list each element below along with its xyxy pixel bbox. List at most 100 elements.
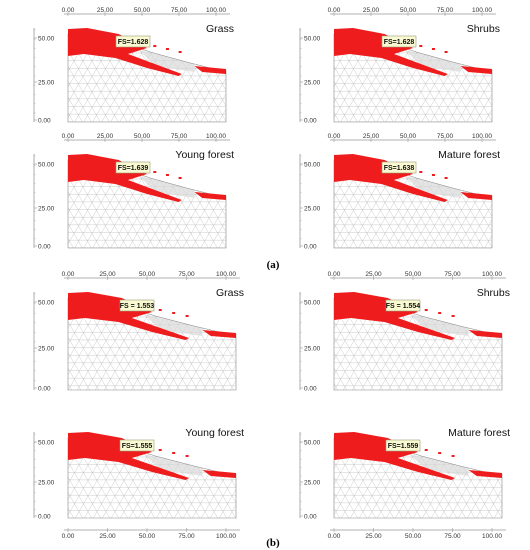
mesh-line (16, 434, 65, 518)
mesh-line (237, 294, 293, 390)
mesh-line (237, 434, 286, 518)
fs-value: FS = 1.554 (386, 303, 421, 310)
mesh-line (68, 438, 71, 518)
mesh-line (0, 156, 29, 248)
mesh-line (0, 156, 10, 248)
slope-panel-a-shrubs: 0.00 25.00 50.00 75.00 100.00 50.00 25.00 0.00 F… (223, 7, 530, 125)
x-tick-label: 50.00 (405, 533, 422, 540)
mesh-line (241, 156, 294, 248)
dense-mesh-zone (139, 50, 195, 72)
mesh-line (0, 294, 52, 390)
fs-label-box (115, 35, 151, 48)
mesh-line (278, 156, 331, 248)
mesh-line (264, 434, 313, 518)
dense-mesh-zone (139, 176, 195, 198)
panel-title: Mature forest (448, 427, 510, 439)
failure-zone (334, 432, 455, 480)
x-tick-label: 25.00 (97, 133, 114, 140)
failure-speck (424, 309, 428, 311)
mesh-line (273, 156, 326, 248)
x-tick-label: 0.00 (62, 271, 75, 278)
failure-zone (68, 154, 182, 202)
mesh-line (0, 156, 47, 248)
y-tick-label: 50.00 (304, 162, 321, 169)
x-tick-label: 100.00 (206, 133, 226, 140)
mesh-line (263, 156, 316, 248)
mesh-line (237, 156, 290, 248)
mesh-line (239, 294, 295, 390)
x-tick-label: 75.00 (444, 271, 461, 278)
failure-zone-toe (460, 192, 492, 200)
panel-title: Young forest (185, 427, 244, 439)
x-tick-label: 75.00 (437, 133, 454, 140)
fs-label-box (115, 161, 151, 174)
mesh-line (0, 156, 11, 248)
dense-mesh-zone (409, 314, 469, 336)
mesh-line (521, 434, 530, 518)
mesh-line (68, 298, 99, 390)
axes: 0.00 25.00 50.00 75.00 100.00 50.00 25.00 0.00 (299, 7, 496, 125)
mesh-line (0, 434, 25, 518)
failure-zone (334, 154, 448, 202)
mesh-line (259, 30, 312, 122)
mesh-line (0, 294, 36, 390)
mesh-line (0, 294, 16, 390)
mesh-line (223, 30, 276, 122)
mesh-line (264, 30, 317, 122)
mesh-line (273, 30, 326, 122)
mesh-line (487, 298, 502, 390)
x-tick-label: 100.00 (482, 533, 502, 540)
mesh-line (237, 434, 286, 518)
mesh-line (245, 156, 298, 248)
mesh-line (460, 298, 502, 390)
mesh-line (0, 294, 7, 390)
mesh-line (250, 434, 299, 518)
mesh-line (242, 434, 291, 518)
failure-speck (431, 48, 435, 50)
mesh-line (282, 30, 335, 122)
panel-title: Shrubs (477, 287, 510, 299)
mesh-line (525, 294, 530, 390)
mesh-line (255, 294, 311, 390)
y-tick-label: 0.00 (38, 386, 51, 393)
mesh-line (0, 30, 19, 122)
x-tick-label: 75.00 (171, 133, 188, 140)
mesh-line (334, 160, 341, 248)
section-label-b: (b) (266, 537, 280, 549)
mesh-line (260, 30, 313, 122)
mesh-line (271, 294, 327, 390)
x-tick-label: 75.00 (178, 533, 195, 540)
dense-mesh-zone (143, 314, 203, 336)
slope-panel-a-mature-forest: 0.00 25.00 50.00 75.00 100.00 50.00 25.00 0.00 F… (241, 133, 500, 251)
mesh-line (494, 30, 530, 122)
mesh-line (511, 30, 530, 122)
axes: 0.00 25.00 50.00 75.00 100.00 50.00 25.00 0.00 (299, 271, 506, 393)
mesh-line (11, 30, 64, 122)
fs-value: FS=1.639 (118, 165, 149, 172)
fs-value: FS=1.559 (388, 443, 419, 450)
mesh-line (232, 30, 285, 122)
failure-speck (185, 315, 189, 317)
mesh-line (11, 156, 64, 248)
x-tick-label: 0.00 (328, 7, 341, 14)
mesh-line (503, 434, 530, 518)
mesh-line (0, 156, 38, 248)
mesh-line (2, 156, 55, 248)
x-tick-label: 0.00 (328, 271, 341, 278)
axes: 0.00 25.00 50.00 75.00 100.00 50.00 25.00 0.00 (33, 7, 230, 125)
failure-speck (431, 174, 435, 176)
failure-speck (153, 171, 157, 173)
mesh-line (334, 438, 340, 518)
mesh-line (334, 298, 356, 390)
mesh-line (251, 30, 304, 122)
y-tick-label: 50.00 (304, 300, 321, 307)
fs-value: FS=1.628 (118, 39, 149, 46)
mesh-line (0, 434, 20, 518)
failure-zone (68, 292, 189, 340)
mesh-line (282, 434, 331, 518)
mesh-line (334, 160, 340, 248)
mesh-line (275, 294, 331, 390)
y-tick-label: 50.00 (38, 36, 55, 43)
y-tick-label: 0.00 (304, 514, 317, 521)
mesh-line (0, 294, 9, 390)
